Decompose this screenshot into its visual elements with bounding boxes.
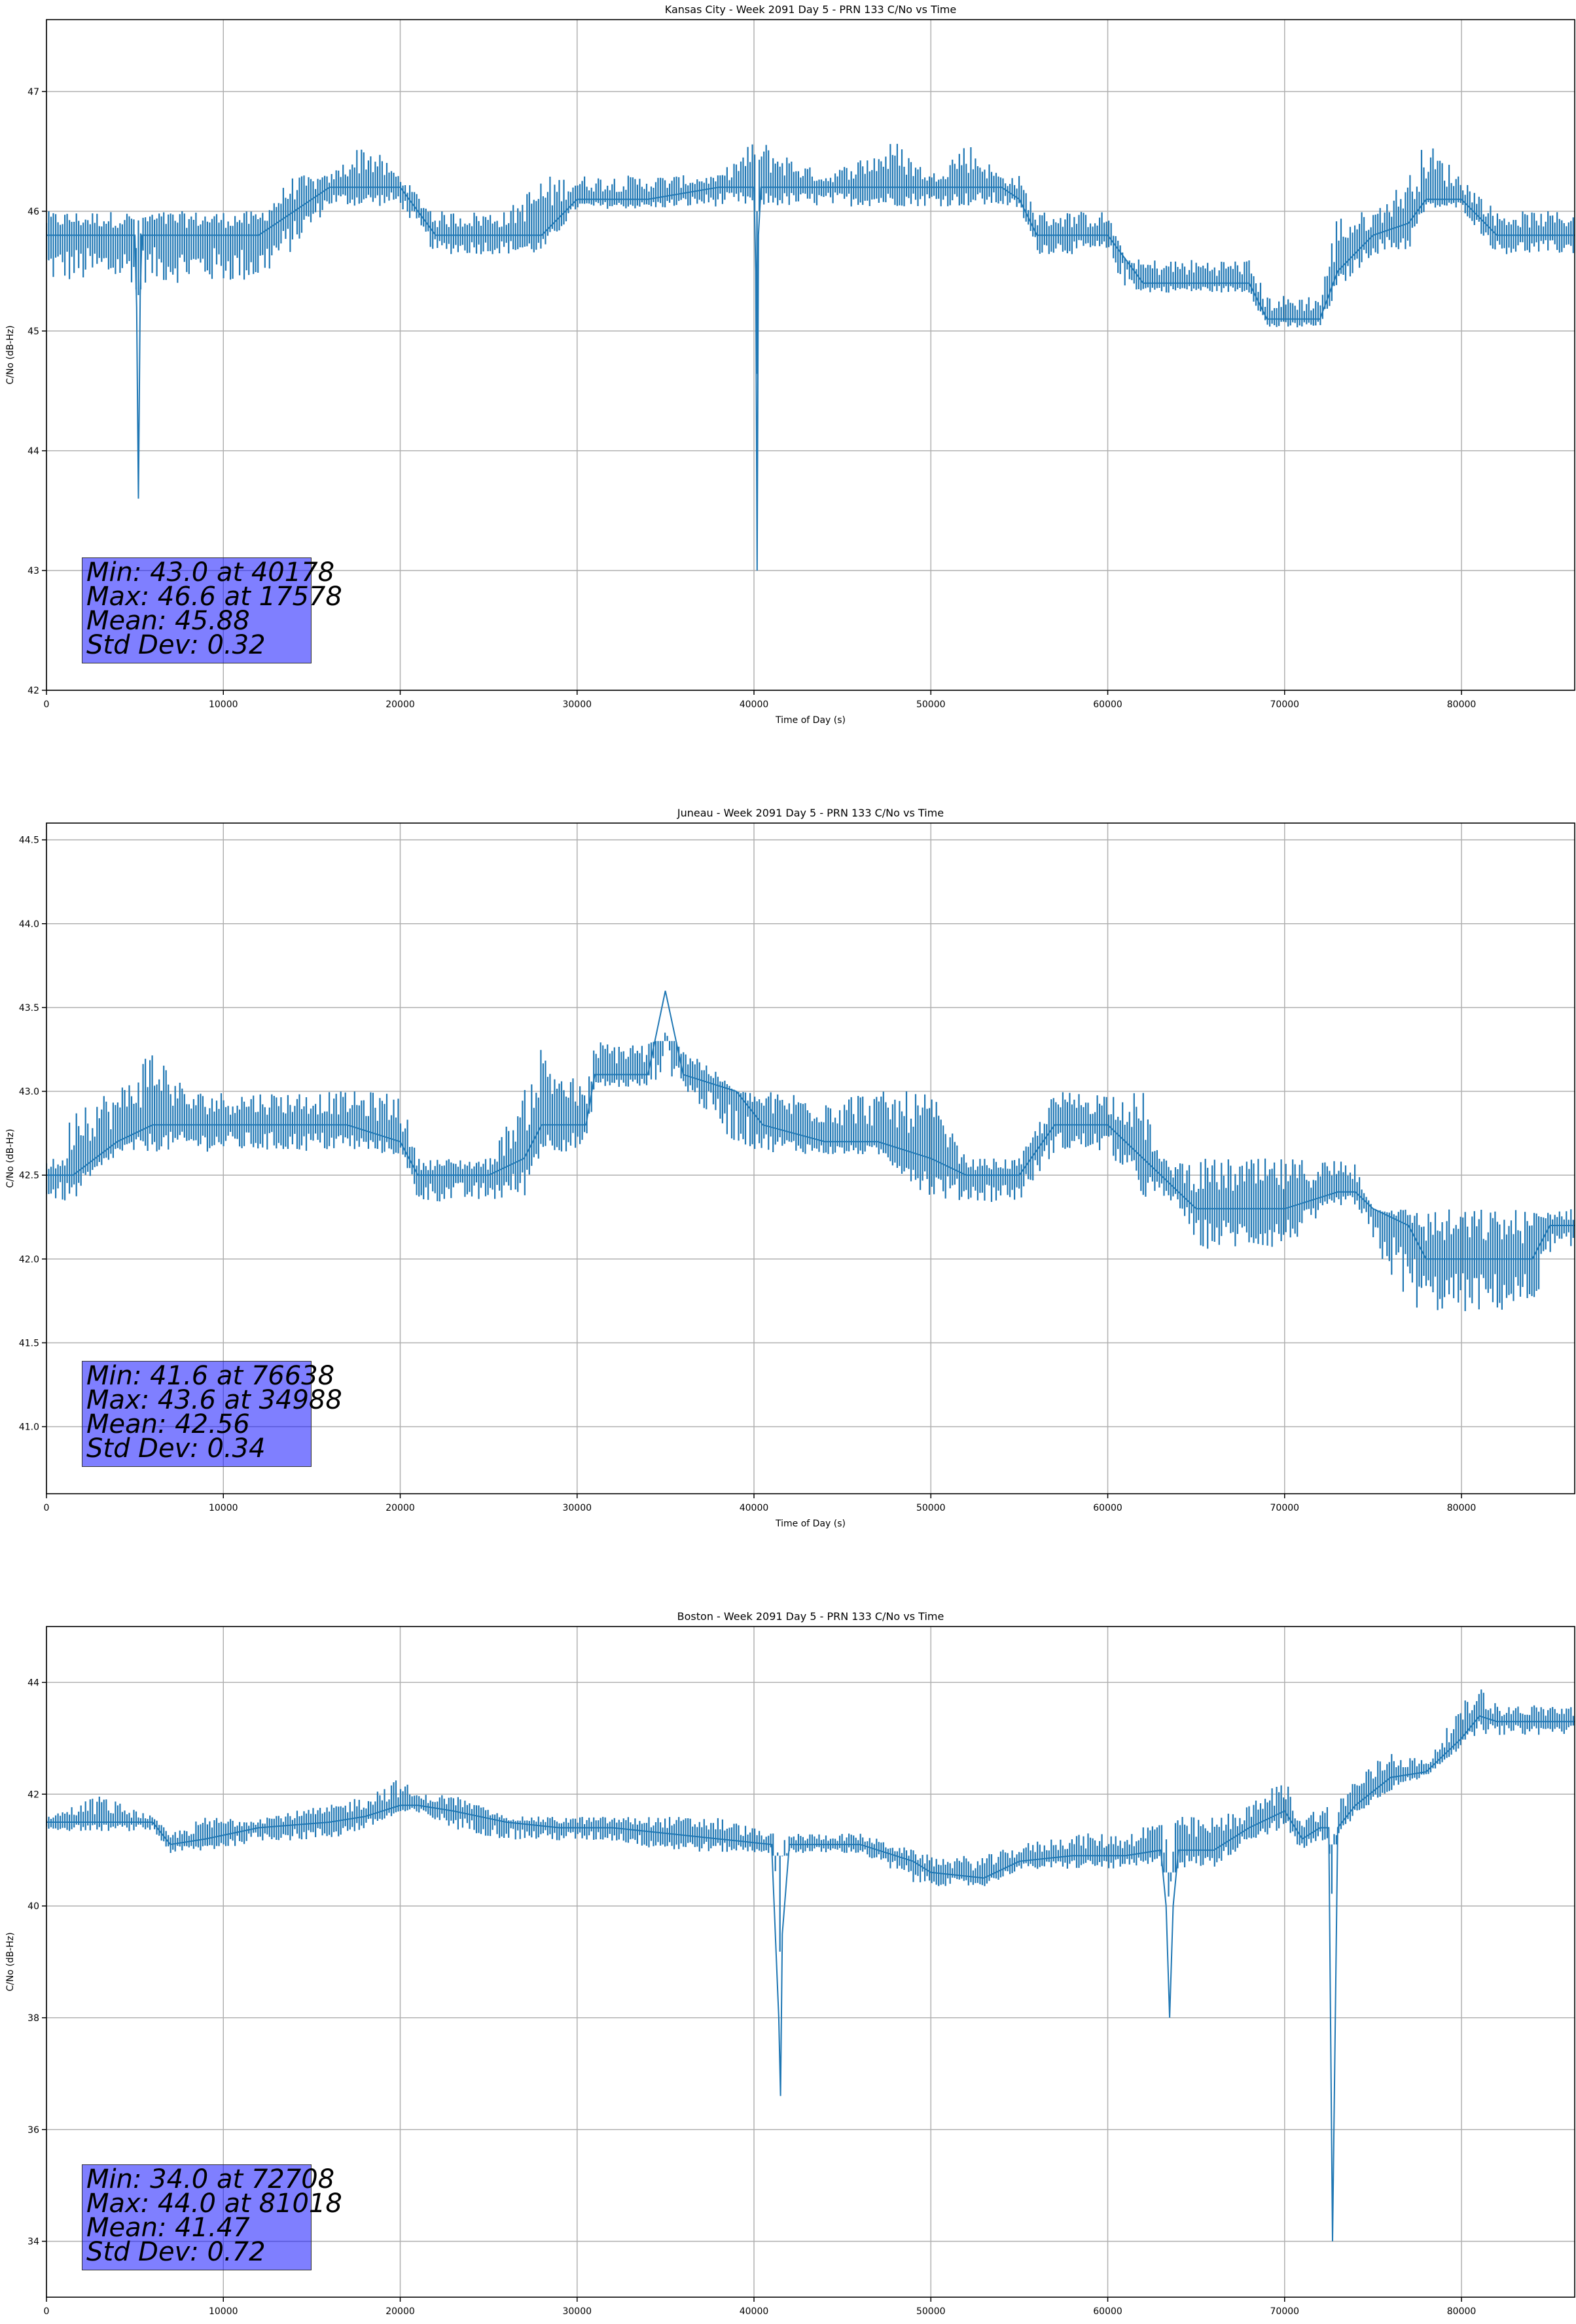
x-tick-label: 20000 (385, 1503, 415, 1513)
y-tick-label: 41.0 (19, 1422, 39, 1433)
y-axis-label: C/No (dB-Hz) (5, 1932, 16, 1991)
stats-line: Max: 44.0 at 81018 (86, 2189, 342, 2219)
series-line (46, 143, 1575, 571)
x-tick-label: 50000 (916, 1503, 946, 1513)
x-tick-label: 0 (44, 2306, 50, 2317)
y-tick-label: 44.5 (19, 836, 39, 846)
x-tick-label: 70000 (1270, 1503, 1300, 1513)
signal-trace (46, 1715, 1575, 2242)
x-tick-label: 60000 (1093, 1503, 1122, 1513)
y-tick-label: 42 (27, 686, 39, 696)
x-tick-label: 0 (44, 699, 50, 710)
y-tick-label: 42.0 (19, 1254, 39, 1265)
stats-box: Min: 41.6 at 76638 Max: 43.6 at 34988 Mean… (82, 1361, 342, 1467)
y-tick-label: 43 (27, 566, 39, 576)
x-tick-label: 20000 (385, 2306, 415, 2317)
y-tick-label: 44 (27, 446, 39, 457)
x-tick-label: 30000 (562, 699, 592, 710)
x-tick-label: 30000 (562, 2306, 592, 2317)
y-tick-label: 44 (27, 1678, 39, 1688)
x-tick-label: 60000 (1093, 699, 1122, 710)
stats-line: Mean: 42.56 (86, 1409, 250, 1439)
stats-box: Min: 43.0 at 40178 Max: 46.6 at 17578 Mean… (82, 557, 342, 663)
stats-line: Std Dev: 0.72 (86, 2237, 266, 2267)
signal-band (46, 143, 1574, 374)
y-tick-label: 46 (27, 207, 39, 217)
stats-line: Min: 43.0 at 40178 (86, 557, 335, 588)
chart-title: Boston - Week 2091 Day 5 - PRN 133 C/No … (677, 1610, 944, 1623)
x-tick-label: 40000 (740, 2306, 769, 2317)
stats-line: Std Dev: 0.34 (86, 1434, 266, 1464)
plot-frame (46, 1626, 1575, 2298)
signal-trace (46, 186, 1575, 571)
chart-title: Juneau - Week 2091 Day 5 - PRN 133 C/No … (677, 807, 944, 819)
stats-line: Min: 41.6 at 76638 (86, 1361, 335, 1391)
signal-band (46, 1032, 1574, 1311)
x-tick-label: 80000 (1447, 2306, 1477, 2317)
x-tick-label: 0 (44, 1503, 50, 1513)
y-tick-label: 38 (27, 2013, 39, 2024)
series-line (46, 991, 1575, 1311)
x-tick-label: 20000 (385, 699, 415, 710)
stats-line: Max: 46.6 at 17578 (86, 582, 342, 612)
x-tick-label: 30000 (562, 1503, 592, 1513)
x-tick-label: 80000 (1447, 1503, 1477, 1513)
stats-line: Mean: 41.47 (86, 2213, 250, 2243)
x-tick-label: 70000 (1270, 2306, 1300, 2317)
x-tick-label: 40000 (740, 1503, 769, 1513)
y-tick-label: 42 (27, 1789, 39, 1800)
chart-panel-3: 0 10000 20000 30000 40000 50000 60000 70000 8000… (5, 1610, 1575, 2324)
y-tick-label: 47 (27, 87, 39, 97)
plot-frame (46, 19, 1575, 691)
chart-title: Kansas City - Week 2091 Day 5 - PRN 133 … (665, 3, 956, 16)
x-tick-label: 70000 (1270, 699, 1300, 710)
x-tick-label: 40000 (740, 699, 769, 710)
stats-line: Mean: 45.88 (86, 606, 250, 636)
x-tick-label: 10000 (209, 2306, 238, 2317)
stats-line: Min: 34.0 at 72708 (86, 2164, 335, 2194)
y-tick-label: 43.5 (19, 1003, 39, 1013)
signal-trace (46, 991, 1575, 1260)
stats-box: Min: 34.0 at 72708 Max: 44.0 at 81018 Mean… (82, 2164, 342, 2270)
chart-panel-2: 0 10000 20000 30000 40000 50000 60000 70000 8000… (5, 807, 1575, 1529)
x-tick-label: 50000 (916, 2306, 946, 2317)
plot-frame (46, 822, 1575, 1494)
y-tick-label: 36 (27, 2125, 39, 2136)
x-axis-label: Time of Day (s) (775, 1519, 846, 1529)
series-line (46, 1689, 1575, 2242)
x-tick-label: 10000 (209, 699, 238, 710)
x-tick-label: 80000 (1447, 699, 1477, 710)
y-tick-label: 41.5 (19, 1338, 39, 1348)
stats-line: Max: 43.6 at 34988 (86, 1385, 342, 1415)
y-tick-label: 45 (27, 326, 39, 337)
x-tick-label: 60000 (1093, 2306, 1122, 2317)
y-tick-label: 34 (27, 2237, 39, 2247)
x-axis-label: Time of Day (s) (775, 715, 846, 726)
x-tick-label: 10000 (209, 1503, 238, 1513)
stats-line: Std Dev: 0.32 (86, 630, 266, 660)
y-tick-label: 40 (27, 1901, 39, 1912)
y-tick-label: 43.0 (19, 1087, 39, 1097)
y-tick-label: 42.5 (19, 1171, 39, 1181)
signal-band (46, 1689, 1574, 1952)
y-tick-label: 44.0 (19, 919, 39, 930)
x-tick-label: 50000 (916, 699, 946, 710)
y-axis-label: C/No (dB-Hz) (5, 1129, 16, 1188)
y-axis-label: C/No (dB-Hz) (5, 325, 16, 384)
